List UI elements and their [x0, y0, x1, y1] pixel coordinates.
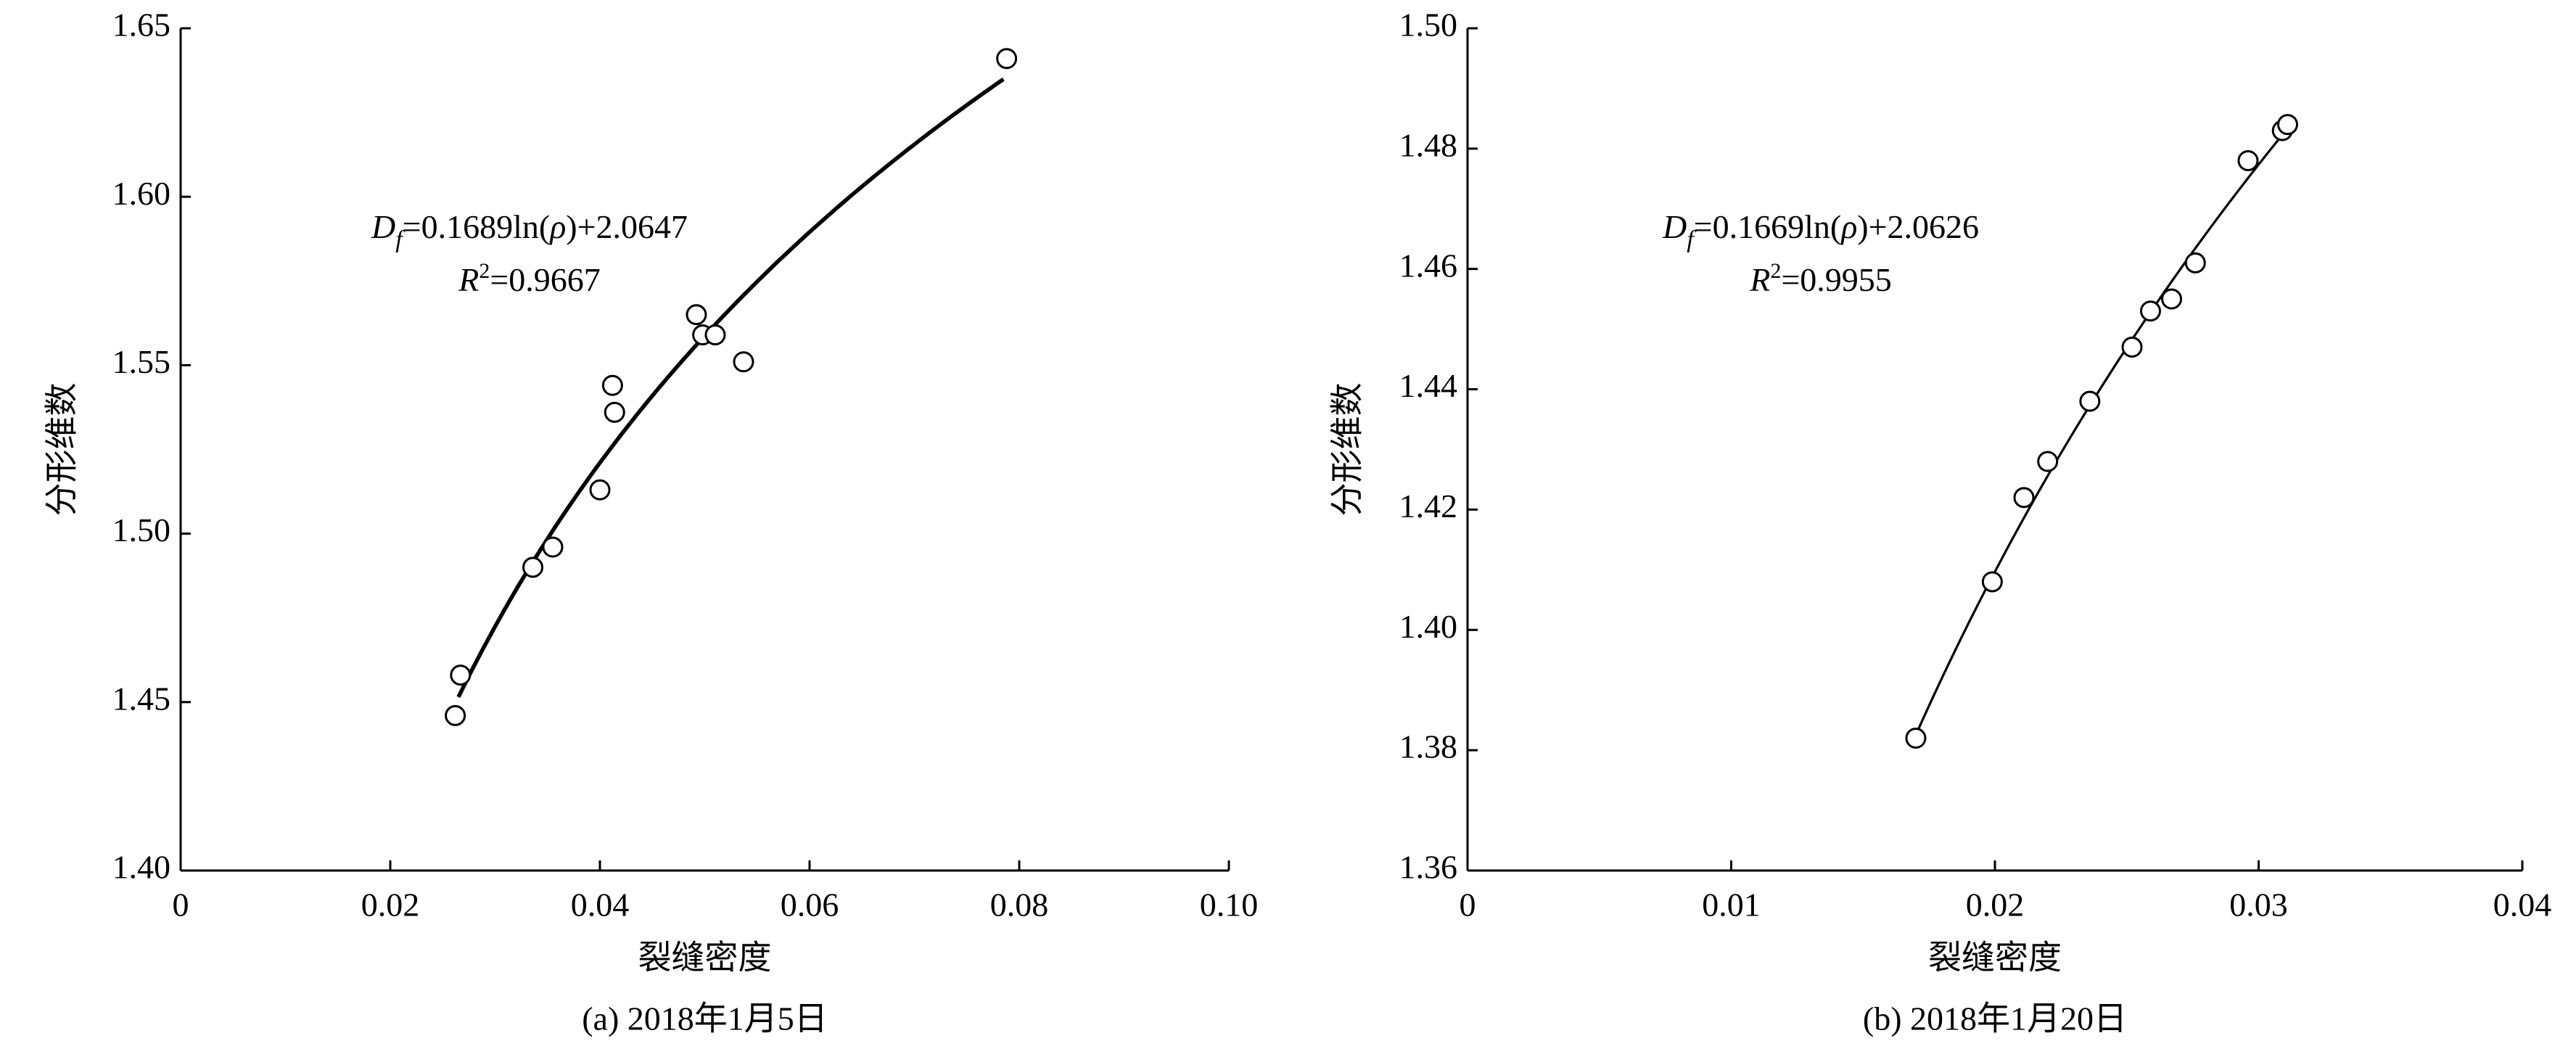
y-tick-label: 1.42: [1399, 488, 1458, 524]
y-tick-label: 1.50: [112, 511, 171, 548]
data-point: [2079, 390, 2101, 412]
data-point: [733, 351, 754, 373]
y-tick-label: 1.40: [1399, 608, 1458, 645]
x-tick-label: 0.10: [1200, 886, 1259, 923]
equation-symbol: D: [371, 208, 395, 245]
x-tick-label: 0.06: [781, 886, 839, 923]
y-axis-title: 分形维数: [44, 383, 81, 517]
y-tick-label: 1.65: [112, 7, 171, 44]
equation-symbol: ρ: [1840, 208, 1857, 245]
equation-text: =0.1669ln(: [1694, 208, 1842, 245]
data-point: [2237, 149, 2259, 171]
y-tick-label: 1.50: [1399, 7, 1458, 44]
y-tick-label: 1.44: [1399, 367, 1458, 404]
y-tick-label: 1.55: [112, 343, 171, 380]
data-point: [2161, 288, 2183, 310]
data-point: [2121, 337, 2143, 358]
x-axis-title: 裂缝密度: [638, 939, 772, 976]
y-tick-label: 1.60: [112, 175, 171, 212]
data-point: [522, 556, 544, 578]
data-point: [450, 665, 472, 686]
data-point: [601, 374, 623, 396]
data-point: [445, 704, 466, 726]
y-tick-label: 1.46: [1399, 247, 1458, 284]
data-point: [604, 401, 625, 423]
equation: Df=0.1669ln(ρ)+2.0626: [1662, 208, 1979, 253]
x-tick-label: 0.01: [1702, 886, 1761, 923]
y-tick-label: 1.45: [112, 680, 171, 717]
data-point: [686, 304, 707, 326]
x-tick-label: 0.02: [361, 886, 420, 923]
data-point: [1981, 571, 2003, 593]
x-tick-label: 0.03: [2229, 886, 2288, 923]
data-point: [2276, 114, 2298, 136]
x-tick-label: 0.08: [990, 886, 1049, 923]
data-point: [2139, 300, 2161, 322]
y-tick-label: 1.40: [112, 849, 171, 886]
r-value: =0.9667: [490, 261, 600, 298]
equation-symbol: D: [1662, 208, 1687, 245]
data-point: [996, 48, 1018, 70]
x-tick-label: 0: [173, 886, 189, 923]
data-point: [589, 479, 611, 501]
r-symbol: R: [1749, 261, 1770, 298]
x-tick-label: 0.02: [1966, 886, 2025, 923]
equation-text: )+2.0626: [1857, 208, 1979, 245]
data-point: [2037, 451, 2059, 472]
caption: (a) 2018年1月5日: [582, 1000, 828, 1037]
x-tick-label: 0.04: [571, 886, 630, 923]
r-squared: R2=0.9955: [1749, 259, 1892, 298]
equation: Df=0.1689ln(ρ)+2.0647: [371, 208, 688, 253]
trendline: [456, 77, 1005, 699]
r-squared: R2=0.9667: [458, 259, 601, 298]
trendline: [1914, 124, 2292, 736]
x-tick-label: 0.04: [2493, 886, 2552, 923]
data-point: [2184, 252, 2206, 273]
r-superscript: 2: [1770, 259, 1781, 283]
equation-text: )+2.0647: [566, 208, 688, 245]
y-axis-title: 分形维数: [1329, 383, 1366, 517]
data-point: [704, 324, 726, 346]
x-tick-label: 0: [1460, 886, 1476, 923]
r-superscript: 2: [479, 259, 490, 283]
data-point: [2013, 487, 2035, 509]
y-tick-label: 1.38: [1399, 728, 1458, 765]
y-tick-label: 1.48: [1399, 126, 1458, 163]
data-point: [1905, 728, 1927, 749]
caption: (b) 2018年1月20日: [1863, 1000, 2127, 1037]
equation-text: =0.1689ln(: [403, 208, 551, 245]
r-value: =0.9955: [1781, 261, 1891, 298]
x-axis-title: 裂缝密度: [1928, 939, 2062, 976]
equation-symbol: ρ: [548, 208, 566, 245]
y-tick-label: 1.36: [1399, 849, 1458, 886]
data-point: [542, 536, 564, 558]
r-symbol: R: [458, 261, 479, 298]
